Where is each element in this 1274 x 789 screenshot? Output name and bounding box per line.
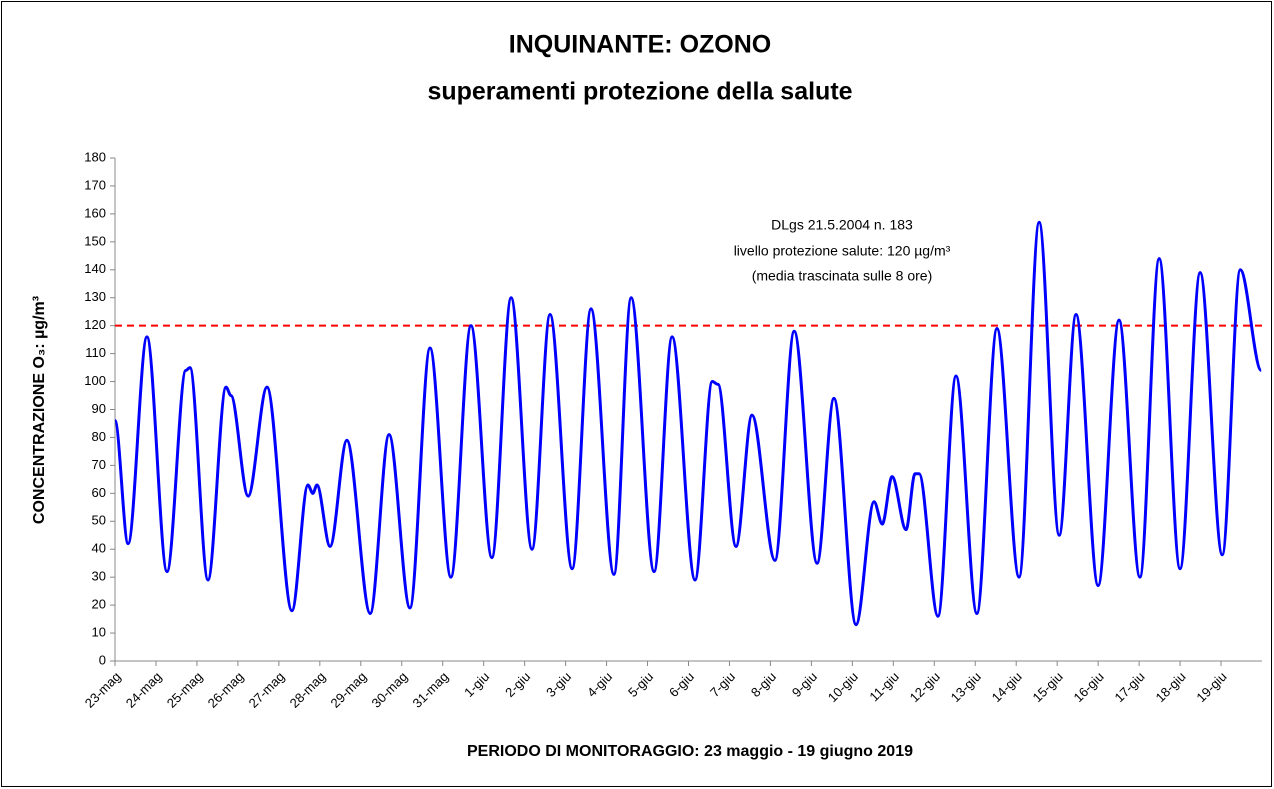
y-tick-label: 120 [84, 317, 106, 332]
y-tick-label: 130 [84, 289, 106, 304]
y-tick-label: 70 [92, 457, 106, 472]
y-tick-label: 110 [85, 345, 106, 360]
y-tick-label: 150 [84, 233, 106, 248]
chart-subtitle: superamenti protezione della salute [427, 78, 852, 106]
y-tick-label: 60 [92, 485, 106, 500]
y-tick-label: 100 [84, 373, 106, 388]
annotation: livello protezione salute: 120 µg/m³ [734, 243, 951, 259]
y-axis-title: CONCENTRAZIONE O₃: µg/m³ [31, 296, 48, 524]
annotation: (media trascinata sulle 8 ore) [752, 268, 933, 284]
y-tick-label: 180 [84, 149, 106, 164]
y-tick-label: 140 [84, 261, 106, 276]
y-tick-label: 160 [84, 205, 106, 220]
y-tick-label: 10 [92, 624, 106, 639]
data-line [113, 220, 1263, 627]
y-tick-label: 170 [84, 177, 106, 192]
x-axis-title: PERIODO DI MONITORAGGIO: 23 maggio - 19 … [467, 743, 913, 760]
y-tick-label: 0 [99, 652, 106, 667]
y-tick-label: 90 [92, 401, 106, 416]
annotation: DLgs 21.5.2004 n. 183 [771, 217, 913, 233]
chart-title: INQUINANTE: OZONO [509, 31, 772, 59]
y-tick-label: 80 [92, 429, 106, 444]
y-tick-label: 30 [92, 569, 106, 584]
y-tick-label: 50 [92, 513, 106, 528]
y-tick-label: 40 [92, 541, 106, 556]
y-tick-label: 20 [92, 597, 106, 612]
